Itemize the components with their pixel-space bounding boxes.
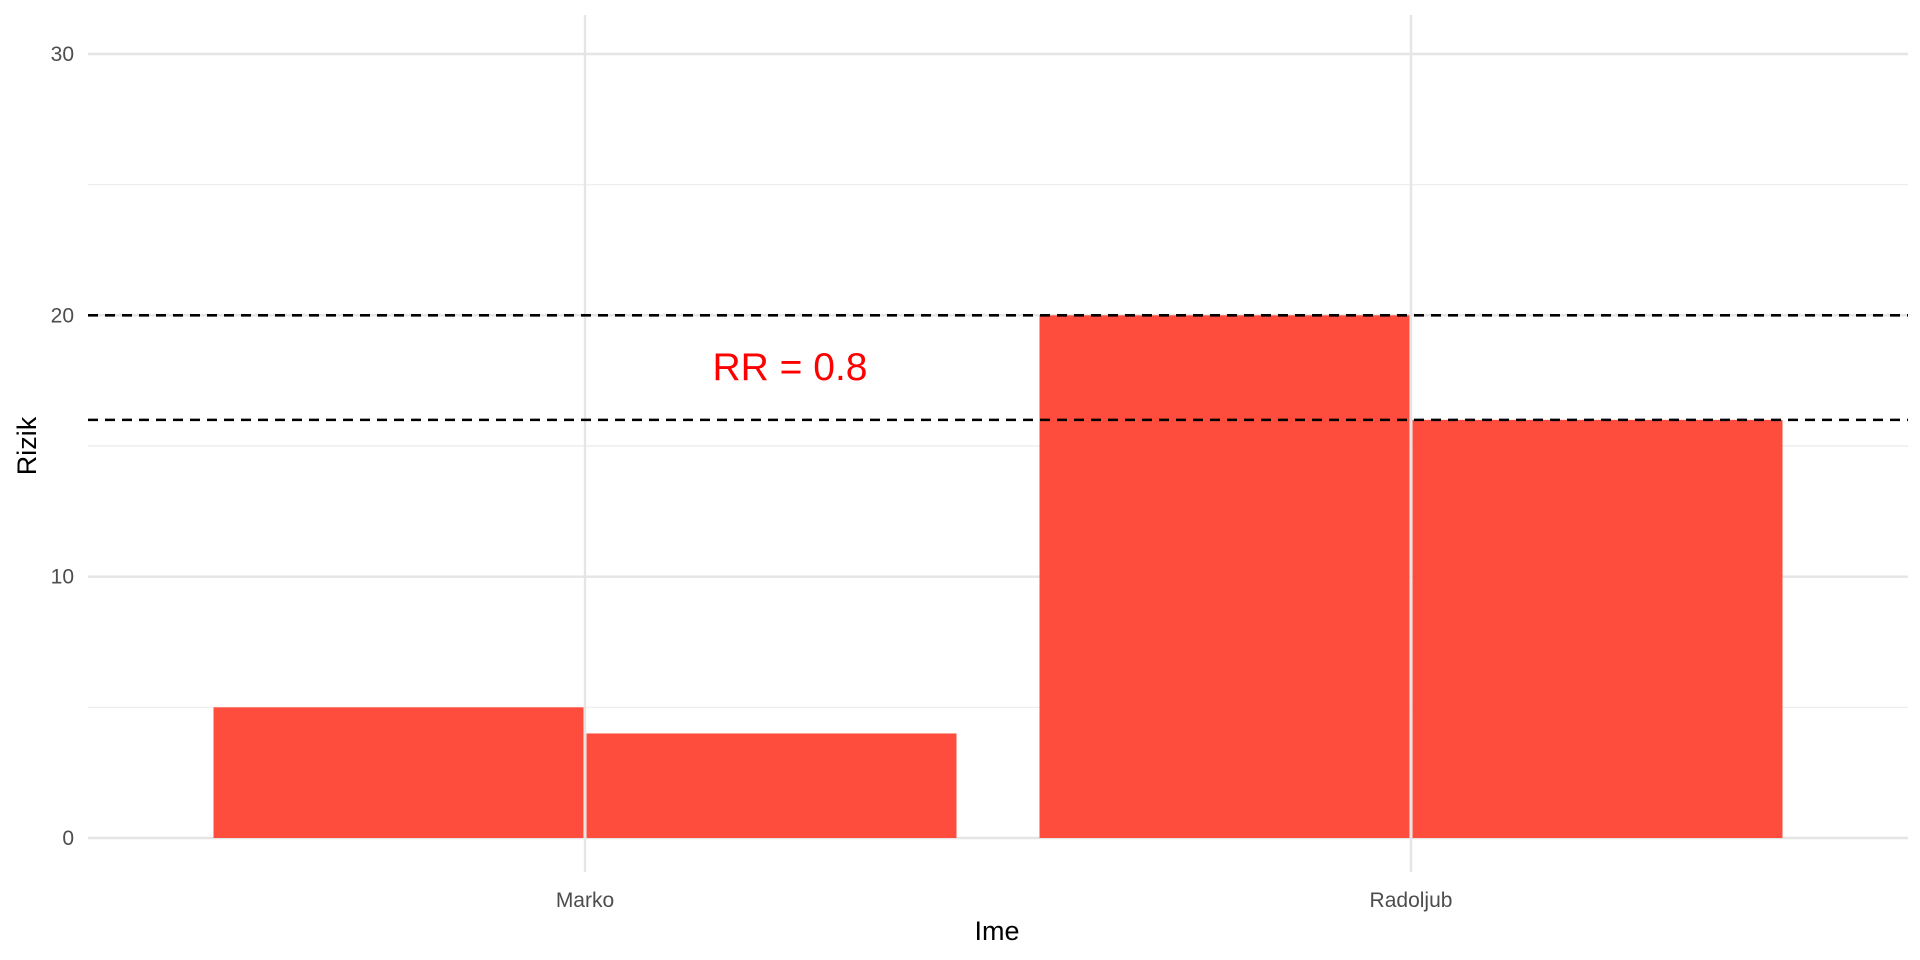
bars xyxy=(213,315,1783,838)
y-tick-label: 20 xyxy=(51,304,74,327)
y-tick-label: 10 xyxy=(51,566,74,589)
bar xyxy=(586,733,957,838)
y-axis-title: Rizik xyxy=(12,416,42,475)
y-tick-label: 0 xyxy=(62,827,74,850)
x-axis-title: Ime xyxy=(974,916,1019,946)
y-axis-tick-labels: 0 10 20 30 xyxy=(51,43,74,850)
bar xyxy=(213,707,584,838)
reference-lines xyxy=(88,314,1908,422)
y-tick-label: 30 xyxy=(51,43,74,66)
x-tick-label: Marko xyxy=(556,889,614,912)
bar xyxy=(1412,419,1783,838)
x-axis-tick-labels: Marko Radoljub xyxy=(556,889,1453,912)
bar xyxy=(1039,315,1410,838)
x-tick-label: Radoljub xyxy=(1370,889,1453,912)
rr-annotation: RR = 0.8 xyxy=(713,346,868,389)
